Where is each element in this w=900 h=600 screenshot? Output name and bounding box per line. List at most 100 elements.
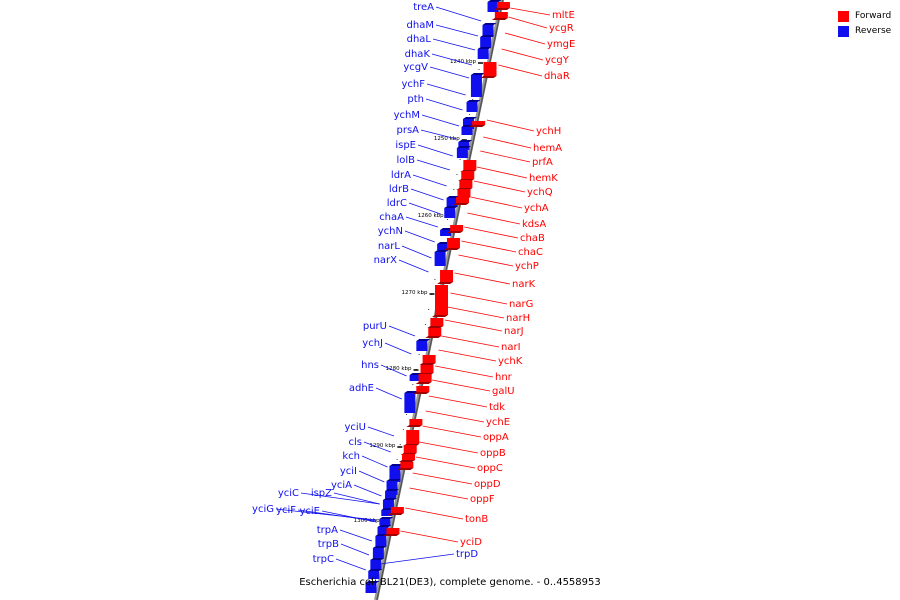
forward-gene-edge [432,315,448,317]
forward-gene-shape [450,225,464,231]
forward-gene-shape [463,160,477,170]
reverse-gene-connector [339,529,373,542]
reverse-gene-connector [426,83,466,96]
forward-gene-shape [386,528,400,534]
reverse-gene-label: ycgV [403,62,428,73]
reverse-gene-label: ychN [378,226,403,237]
reverse-gene-shape [385,491,397,499]
reverse-gene-label: yciE [299,506,320,517]
forward-gene-edge [406,425,423,427]
reverse-gene-connector [375,387,402,400]
forward-gene-shape [496,2,510,8]
reverse-gene-shape [370,560,382,570]
backbone-dot [399,444,401,445]
reverse-gene-label: prsA [396,125,419,136]
forward-gene-connector [400,530,459,543]
reverse-gene-shape [416,341,428,351]
forward-gene-edge [491,18,508,20]
reverse-gene-label: adhE [349,383,374,394]
forward-gene-connector [480,150,531,163]
backbone-dot [453,189,455,190]
forward-gene-label: hemA [533,143,562,154]
reverse-gene-shape [381,510,393,516]
reverse-gene-connector [432,38,476,51]
reverse-gene-edge [365,581,380,583]
forward-gene-connector [441,335,500,348]
backbone-dot [428,309,430,310]
reverse-gene-label: trpA [317,525,338,536]
reverse-gene-label: yciA [331,480,352,491]
forward-gene-label: chaC [518,247,543,258]
reverse-gene-connector [372,553,455,566]
forward-gene-label: hemK [529,173,558,184]
forward-gene-label: narK [512,279,536,290]
scale-label: 1270 kbp [402,290,428,296]
legend-forward-label: Forward [855,11,892,21]
reverse-gene-label: ldrA [391,170,411,181]
reverse-gene-connector [384,342,412,355]
reverse-gene-connector [405,216,439,228]
reverse-gene-label: ispZ [311,488,332,499]
reverse-gene-edge [487,0,502,2]
forward-gene-connector [450,292,508,305]
forward-gene-edge [413,392,430,394]
forward-swatch [838,11,849,22]
forward-gene-shape [416,386,430,392]
forward-gene-edge [425,336,442,338]
reverse-gene-connector [429,66,470,79]
forward-gene-edge [493,8,510,10]
reverse-gene-shape [477,49,489,59]
forward-gene-label: ycgY [545,55,570,66]
map-caption: Escherichia coli BL21(DE3), complete gen… [299,577,601,588]
reverse-gene-label: dhaK [405,49,431,60]
reverse-gene-connector [321,510,377,523]
reverse-gene-shape [462,119,474,129]
reverse-gene-shape [409,375,421,381]
reverse-gene-edge [456,146,471,148]
forward-gene-connector [501,48,544,61]
forward-gene-label: chaB [520,233,545,244]
reverse-gene-connector [353,484,382,497]
reverse-gene-shape [379,519,391,525]
forward-gene-edge [419,363,436,365]
reverse-gene-shape [434,252,446,266]
reverse-gene-connector [417,144,453,157]
reverse-gene-label: trpC [313,554,334,565]
reverse-gene-edge [466,100,481,102]
reverse-gene-edge [404,391,419,393]
backbone-dot [469,114,471,115]
forward-gene-edge [480,76,497,78]
reverse-gene-shape [365,583,377,593]
reverse-gene-label: trpB [318,539,339,550]
forward-gene-label: narI [501,342,521,353]
backbone-dot [418,354,420,355]
forward-gene-shape [440,270,454,282]
legend-reverse-label: Reverse [855,26,892,36]
reverse-gene-label: ychM [394,110,420,121]
reverse-gene-edge [444,206,459,208]
reverse-gene-label: pth [407,94,424,105]
reverse-gene-connector [388,325,416,337]
forward-gene-shape [402,454,416,460]
forward-gene-edge [397,468,414,470]
backbone-dot [472,99,474,100]
backbone-dot [424,324,426,325]
reverse-gene-edge [368,569,383,571]
forward-gene-connector [415,456,476,469]
forward-gene-edge [415,382,432,384]
forward-gene-shape [430,318,444,326]
reverse-gene-label: ldrC [387,198,407,209]
reverse-gene-shape [389,466,401,482]
forward-gene-label: dhaR [544,71,570,82]
forward-gene-connector [464,226,519,239]
forward-gene-shape [418,374,432,382]
forward-gene-connector [447,306,505,319]
forward-gene-connector [498,64,543,77]
reverse-gene-connector [431,53,473,66]
forward-gene-connector [444,319,503,332]
reverse-gene-connector [412,174,447,187]
reverse-gene-edge [370,558,385,560]
forward-gene-label: oppD [474,479,501,490]
reverse-gene-label: narL [378,241,401,252]
